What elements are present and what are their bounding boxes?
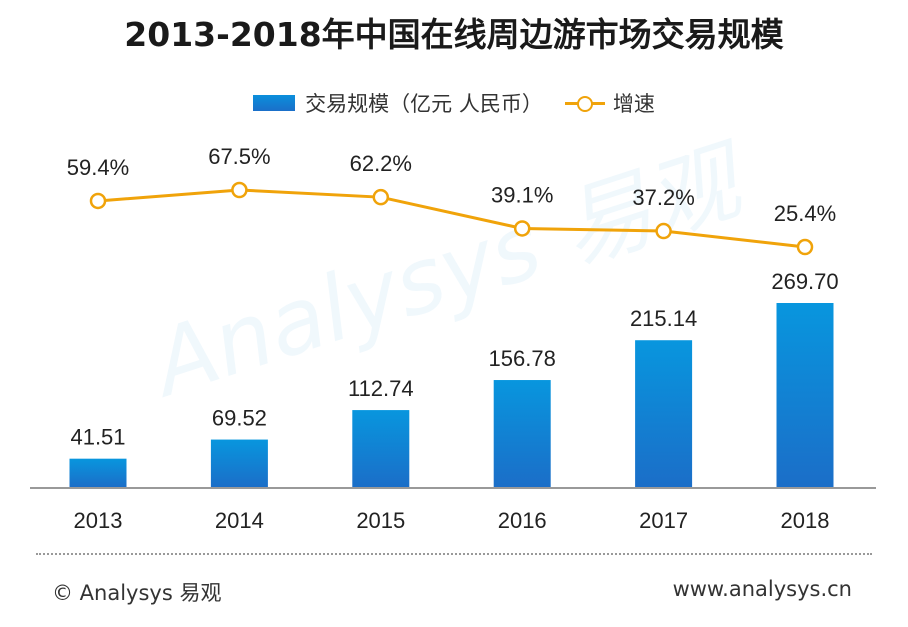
growth-point-2014 xyxy=(231,181,248,199)
growth-label-2016: 39.1% xyxy=(491,182,553,207)
growth-point-2017 xyxy=(655,222,672,240)
bar-2017 xyxy=(635,340,693,487)
growth-line xyxy=(97,188,806,249)
bar-label-2016: 156.78 xyxy=(489,346,556,371)
legend-line-swatch xyxy=(564,95,605,112)
footer-divider xyxy=(36,553,872,555)
growth-label-2018: 25.4% xyxy=(774,201,836,226)
growth-point-2015 xyxy=(372,188,390,206)
bar-label-2014: 69.52 xyxy=(212,406,267,431)
growth-label-2013: 59.4% xyxy=(67,155,129,180)
legend-bar-swatch xyxy=(253,95,296,111)
bar-2013 xyxy=(69,458,127,487)
legend: 交易规模（亿元 人民币） 增速 xyxy=(0,88,908,118)
bar-2016 xyxy=(493,380,551,487)
bar-2015 xyxy=(352,410,410,487)
growth-point-2016 xyxy=(513,220,531,237)
growth-point-2013 xyxy=(89,192,107,210)
bar-label-2017: 215.14 xyxy=(630,306,697,331)
legend-line-label: 增速 xyxy=(612,92,655,116)
growth-label-2017: 37.2% xyxy=(632,185,694,210)
footer-url[interactable]: www.analysys.cn xyxy=(672,577,852,601)
footer-copyright: © Analysys 易观 xyxy=(52,581,222,605)
x-tick-2017: 2017 xyxy=(639,508,688,533)
growth-point-2018 xyxy=(796,238,814,256)
x-tick-2018: 2018 xyxy=(781,508,830,533)
bar-2018 xyxy=(776,303,834,487)
x-tick-2015: 2015 xyxy=(356,508,405,533)
bar-label-2013: 41.51 xyxy=(70,425,125,450)
legend-bar-label: 交易规模（亿元 人民币） xyxy=(305,92,543,116)
x-tick-2014: 2014 xyxy=(215,508,264,533)
bar-label-2018: 269.70 xyxy=(771,269,838,294)
growth-label-2014: 67.5% xyxy=(208,144,270,169)
x-tick-2013: 2013 xyxy=(74,508,123,533)
bar-label-2015: 112.74 xyxy=(348,376,414,401)
chart-title: 2013-2018年中国在线周边游市场交易规模 xyxy=(124,15,784,54)
x-tick-2016: 2016 xyxy=(498,508,547,533)
growth-label-2015: 62.2% xyxy=(350,151,412,176)
bar-2014 xyxy=(210,439,268,487)
